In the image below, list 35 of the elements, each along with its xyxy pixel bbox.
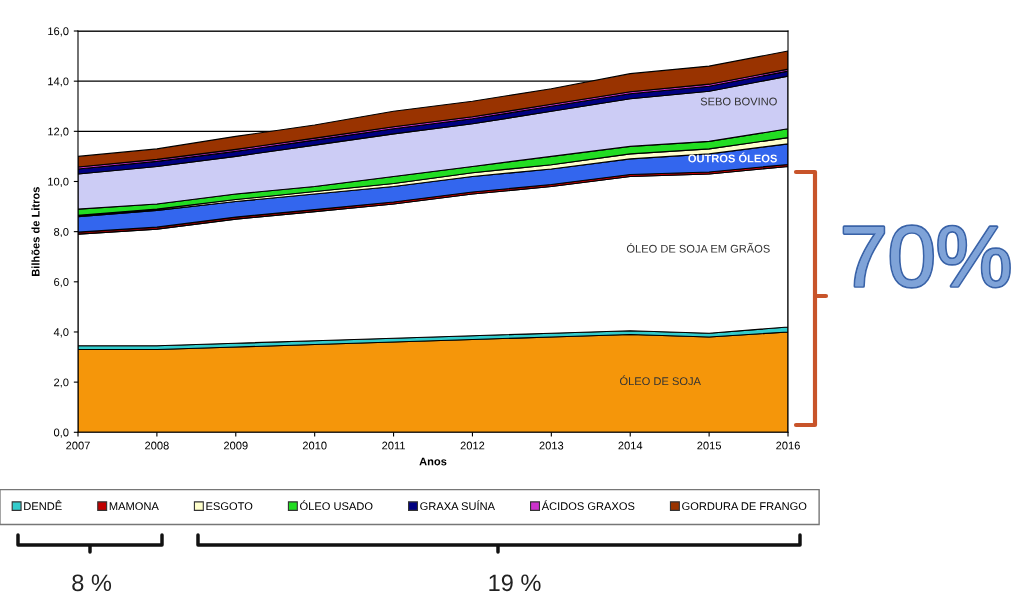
legend-label: MAMONA xyxy=(109,502,159,511)
legend-label: DENDÊ xyxy=(24,500,62,510)
x-tick-label: 2016 xyxy=(776,441,800,450)
legend-label: ÁCIDOS GRAXOS xyxy=(541,500,635,511)
x-tick-label: 2007 xyxy=(66,441,90,450)
y-tick-label: 2,0 xyxy=(54,378,69,388)
x-tick-label: 2008 xyxy=(145,441,169,450)
x-tick-label: 2011 xyxy=(382,441,405,450)
text: 70% xyxy=(844,226,1010,287)
x-axis-title: Anos xyxy=(419,457,447,466)
legend-label: ESGOTO xyxy=(206,502,253,511)
y-tick-label: 0,0 xyxy=(53,428,69,438)
x-tick-label: 2015 xyxy=(697,441,722,450)
y-tick-label: 10,0 xyxy=(48,177,69,187)
y-tick-label: 4,0 xyxy=(53,328,69,338)
annotation: ÓLEO DE SOJA EM GRÃOS xyxy=(626,242,770,253)
y-tick-label: 16,0 xyxy=(48,27,69,37)
y-tick-label: 8,0 xyxy=(54,227,69,238)
x-tick-label: 2009 xyxy=(223,441,248,450)
x-tick-label: 2010 xyxy=(302,441,327,450)
x-tick-label: 2014 xyxy=(618,441,643,450)
y-tick-label: 6,0 xyxy=(54,278,69,288)
x-tick-label: 2012 xyxy=(460,441,485,450)
annotation: OUTROS ÓLEOS xyxy=(688,152,777,163)
x-tick-label: 2013 xyxy=(539,441,564,450)
text: 19 % xyxy=(489,574,541,592)
y-axis-title: Bilhões de Litros xyxy=(31,187,40,276)
annotation: ÓLEO DE SOJA xyxy=(619,375,701,386)
y-tick-label: 12,0 xyxy=(48,127,69,137)
legend-label: GORDURA DE FRANGO xyxy=(682,502,807,511)
legend-label: ÓLEO USADO xyxy=(300,500,373,511)
legend-label: GRAXA SUÍNA xyxy=(420,500,495,511)
text: 8 % xyxy=(72,574,112,592)
annotation: SEBO BOVINO xyxy=(700,97,777,106)
y-tick-label: 14,0 xyxy=(48,77,69,87)
